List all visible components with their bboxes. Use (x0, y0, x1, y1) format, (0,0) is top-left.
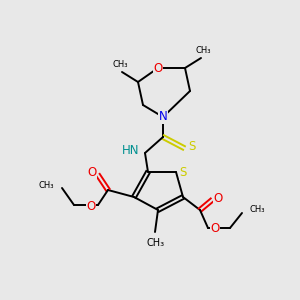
Text: O: O (87, 167, 97, 179)
Text: CH₃: CH₃ (147, 238, 165, 248)
Text: O: O (213, 191, 223, 205)
Text: HN: HN (122, 145, 139, 158)
Text: N: N (159, 110, 167, 124)
Text: S: S (179, 167, 187, 179)
Text: CH₃: CH₃ (112, 60, 128, 69)
Text: O: O (153, 61, 163, 74)
Text: CH₃: CH₃ (250, 206, 266, 214)
Text: O: O (86, 200, 96, 212)
Text: S: S (188, 140, 196, 154)
Text: CH₃: CH₃ (195, 46, 211, 55)
Text: CH₃: CH₃ (38, 181, 54, 190)
Text: O: O (210, 223, 220, 236)
